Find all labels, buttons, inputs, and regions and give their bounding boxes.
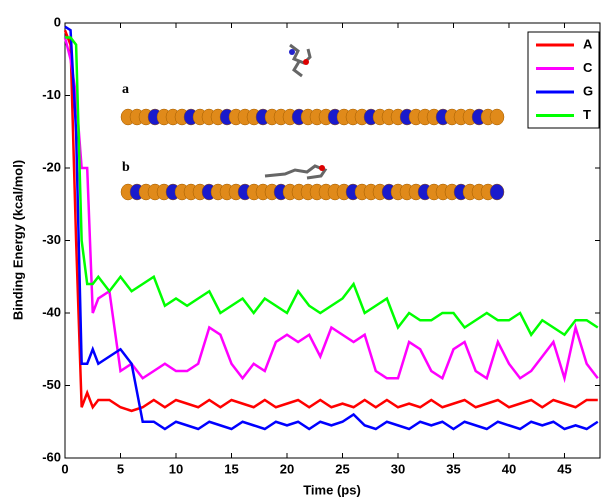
x-tick-label: 40 (502, 461, 516, 476)
x-tick-label: 5 (117, 461, 124, 476)
y-tick-label: 0 (54, 14, 61, 29)
series-line (65, 30, 598, 411)
tube-atom (490, 184, 504, 200)
y-tick-label: -60 (42, 449, 61, 464)
plot-frame (65, 23, 600, 458)
legend-label: T (583, 107, 591, 122)
x-tick-label: 20 (280, 461, 294, 476)
inset-label: b (122, 160, 130, 175)
x-tick-label: 45 (557, 461, 571, 476)
legend-label: C (583, 60, 593, 75)
series-line (65, 27, 598, 429)
inset-image (121, 45, 504, 200)
y-tick-label: -40 (42, 304, 61, 319)
x-axis-label: Time (ps) (303, 482, 361, 497)
molecule (265, 166, 325, 178)
x-tick-label: 10 (169, 461, 183, 476)
tube-atom (490, 109, 504, 125)
x-tick-label: 25 (335, 461, 349, 476)
chart: Time (ps) Binding Energy (kcal/mol) a b … (0, 0, 602, 500)
molecule-atom (289, 49, 295, 55)
inset-label: a (122, 82, 129, 97)
molecule-atom (319, 165, 325, 171)
x-tick-label: 0 (61, 461, 68, 476)
y-tick-label: -20 (42, 159, 61, 174)
y-tick-label: -10 (42, 87, 61, 102)
series-line (65, 38, 598, 379)
x-tick-label: 35 (446, 461, 460, 476)
y-axis-label: Binding Energy (kcal/mol) (10, 160, 25, 320)
legend-label: G (583, 83, 593, 98)
legend-label: A (583, 36, 593, 51)
y-tick-label: -50 (42, 377, 61, 392)
x-tick-label: 15 (224, 461, 238, 476)
x-tick-label: 30 (391, 461, 405, 476)
y-tick-label: -30 (42, 232, 61, 247)
molecule-atom (303, 59, 309, 65)
